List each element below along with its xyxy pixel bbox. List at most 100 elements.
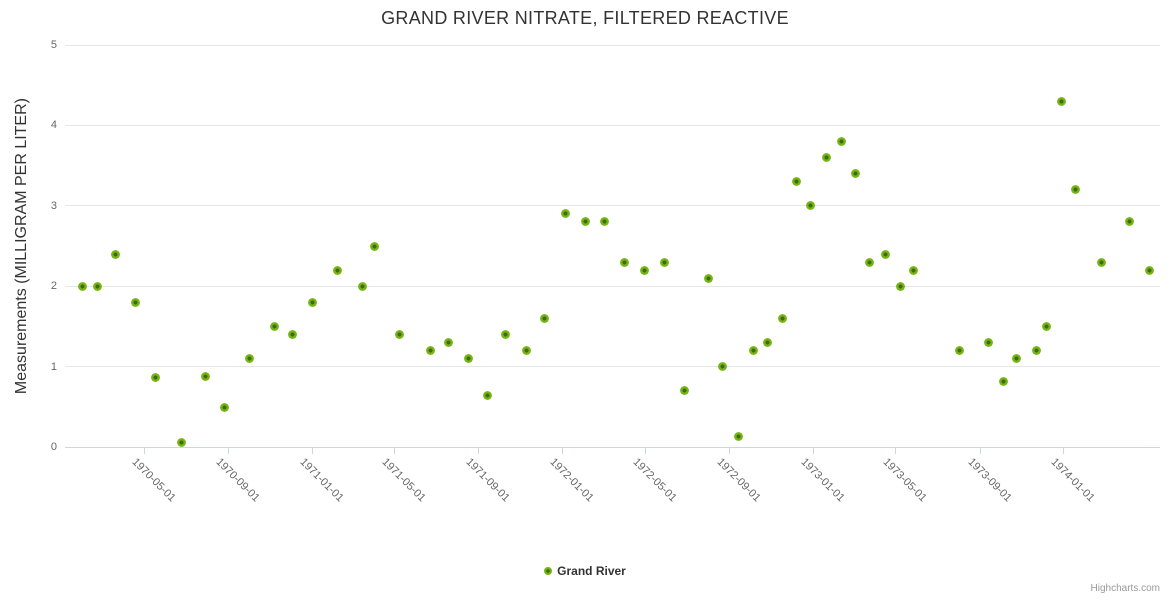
- data-point[interactable]: [1056, 96, 1066, 106]
- y-tick-label: 2: [50, 280, 57, 293]
- data-point[interactable]: [1012, 354, 1022, 364]
- data-point[interactable]: [244, 354, 254, 364]
- data-point[interactable]: [659, 257, 669, 267]
- data-point[interactable]: [777, 313, 787, 323]
- data-point[interactable]: [580, 217, 590, 227]
- data-point[interactable]: [748, 346, 758, 356]
- x-tick: [980, 448, 981, 454]
- x-tick: [1063, 448, 1064, 454]
- data-point[interactable]: [806, 201, 816, 211]
- data-point[interactable]: [762, 337, 772, 347]
- x-tick-label: 1970-09-01: [213, 456, 262, 505]
- data-point[interactable]: [482, 391, 492, 401]
- data-point[interactable]: [619, 257, 629, 267]
- legend-item-grand-river[interactable]: Grand River: [0, 564, 1170, 578]
- data-point[interactable]: [792, 177, 802, 187]
- data-point[interactable]: [425, 346, 435, 356]
- grid-line: [65, 44, 1160, 46]
- y-axis-title-wrap: Measurements (MILLIGRAM PER LITER): [0, 45, 44, 447]
- highcharts-credit[interactable]: Highcharts.com: [1090, 583, 1160, 594]
- data-point[interactable]: [521, 346, 531, 356]
- x-tick: [645, 448, 646, 454]
- x-tick-label: 1973-09-01: [965, 456, 1014, 505]
- x-tick-label: 1971-01-01: [297, 456, 346, 505]
- data-point[interactable]: [370, 241, 380, 251]
- x-tick-label: 1970-05-01: [129, 456, 178, 505]
- grid-line: [65, 205, 1160, 207]
- data-point[interactable]: [540, 313, 550, 323]
- data-point[interactable]: [219, 403, 229, 413]
- data-point[interactable]: [78, 281, 88, 291]
- data-point[interactable]: [151, 372, 160, 382]
- data-point[interactable]: [288, 329, 298, 339]
- data-point[interactable]: [679, 386, 689, 396]
- data-point[interactable]: [999, 376, 1009, 386]
- y-tick-label: 0: [50, 441, 57, 453]
- x-tick: [144, 448, 145, 454]
- y-tick-label: 3: [50, 199, 57, 212]
- data-point[interactable]: [561, 209, 571, 219]
- grid-line: [65, 285, 1160, 287]
- x-tick-label: 1974-01-01: [1048, 456, 1098, 505]
- data-point[interactable]: [1071, 185, 1081, 195]
- data-point[interactable]: [600, 217, 610, 227]
- x-tick: [729, 448, 730, 454]
- grid-line: [65, 366, 1160, 368]
- data-point[interactable]: [501, 329, 511, 339]
- data-point[interactable]: [1145, 265, 1155, 275]
- data-point[interactable]: [444, 337, 454, 347]
- data-point[interactable]: [395, 329, 405, 339]
- x-tick: [228, 448, 229, 454]
- x-tick-label: 1971-09-01: [463, 456, 513, 505]
- data-point[interactable]: [177, 437, 187, 447]
- data-point[interactable]: [851, 169, 861, 179]
- data-point[interactable]: [880, 249, 890, 259]
- y-axis-title: Measurements (MILLIGRAM PER LITER): [13, 97, 30, 395]
- data-point[interactable]: [821, 153, 831, 163]
- data-point[interactable]: [93, 281, 103, 291]
- data-point[interactable]: [703, 273, 713, 283]
- data-point[interactable]: [1042, 321, 1052, 331]
- legend-marker-icon: [544, 567, 553, 575]
- legend-label: Grand River: [557, 564, 626, 578]
- data-point[interactable]: [909, 265, 919, 275]
- data-point[interactable]: [837, 136, 847, 146]
- data-point[interactable]: [718, 362, 728, 372]
- data-point[interactable]: [896, 281, 906, 291]
- x-tick: [394, 448, 395, 454]
- x-tick-label: 1973-01-01: [798, 456, 847, 505]
- data-point[interactable]: [463, 354, 473, 364]
- data-point[interactable]: [358, 281, 368, 291]
- x-tick-label: 1973-05-01: [880, 456, 930, 505]
- data-point[interactable]: [639, 265, 649, 275]
- y-tick-label: 5: [50, 39, 57, 51]
- x-tick: [478, 448, 479, 454]
- x-tick: [813, 448, 814, 454]
- chart-title: GRAND RIVER NITRATE, FILTERED REACTIVE: [381, 8, 789, 28]
- x-axis-line: [65, 447, 1160, 448]
- data-point[interactable]: [201, 371, 211, 381]
- x-tick-label: 1972-09-01: [714, 456, 764, 505]
- data-point[interactable]: [308, 297, 318, 307]
- data-point[interactable]: [865, 257, 875, 267]
- data-point[interactable]: [733, 432, 743, 442]
- x-tick: [895, 448, 896, 454]
- grid-line: [65, 124, 1160, 126]
- x-tick: [312, 448, 313, 454]
- data-point[interactable]: [955, 346, 965, 356]
- data-point[interactable]: [270, 321, 280, 331]
- data-point[interactable]: [332, 265, 342, 275]
- data-point[interactable]: [1125, 217, 1135, 227]
- x-tick: [562, 448, 563, 454]
- data-point[interactable]: [131, 297, 141, 307]
- y-tick-label: 1: [50, 360, 57, 373]
- data-point[interactable]: [111, 249, 121, 259]
- x-tick-label: 1972-05-01: [630, 456, 679, 505]
- data-point[interactable]: [1096, 257, 1106, 267]
- y-tick-label: 4: [50, 119, 57, 132]
- x-tick-label: 1972-01-01: [547, 456, 596, 505]
- x-tick-label: 1971-05-01: [379, 456, 428, 505]
- data-point[interactable]: [984, 337, 994, 347]
- data-point[interactable]: [1032, 346, 1042, 356]
